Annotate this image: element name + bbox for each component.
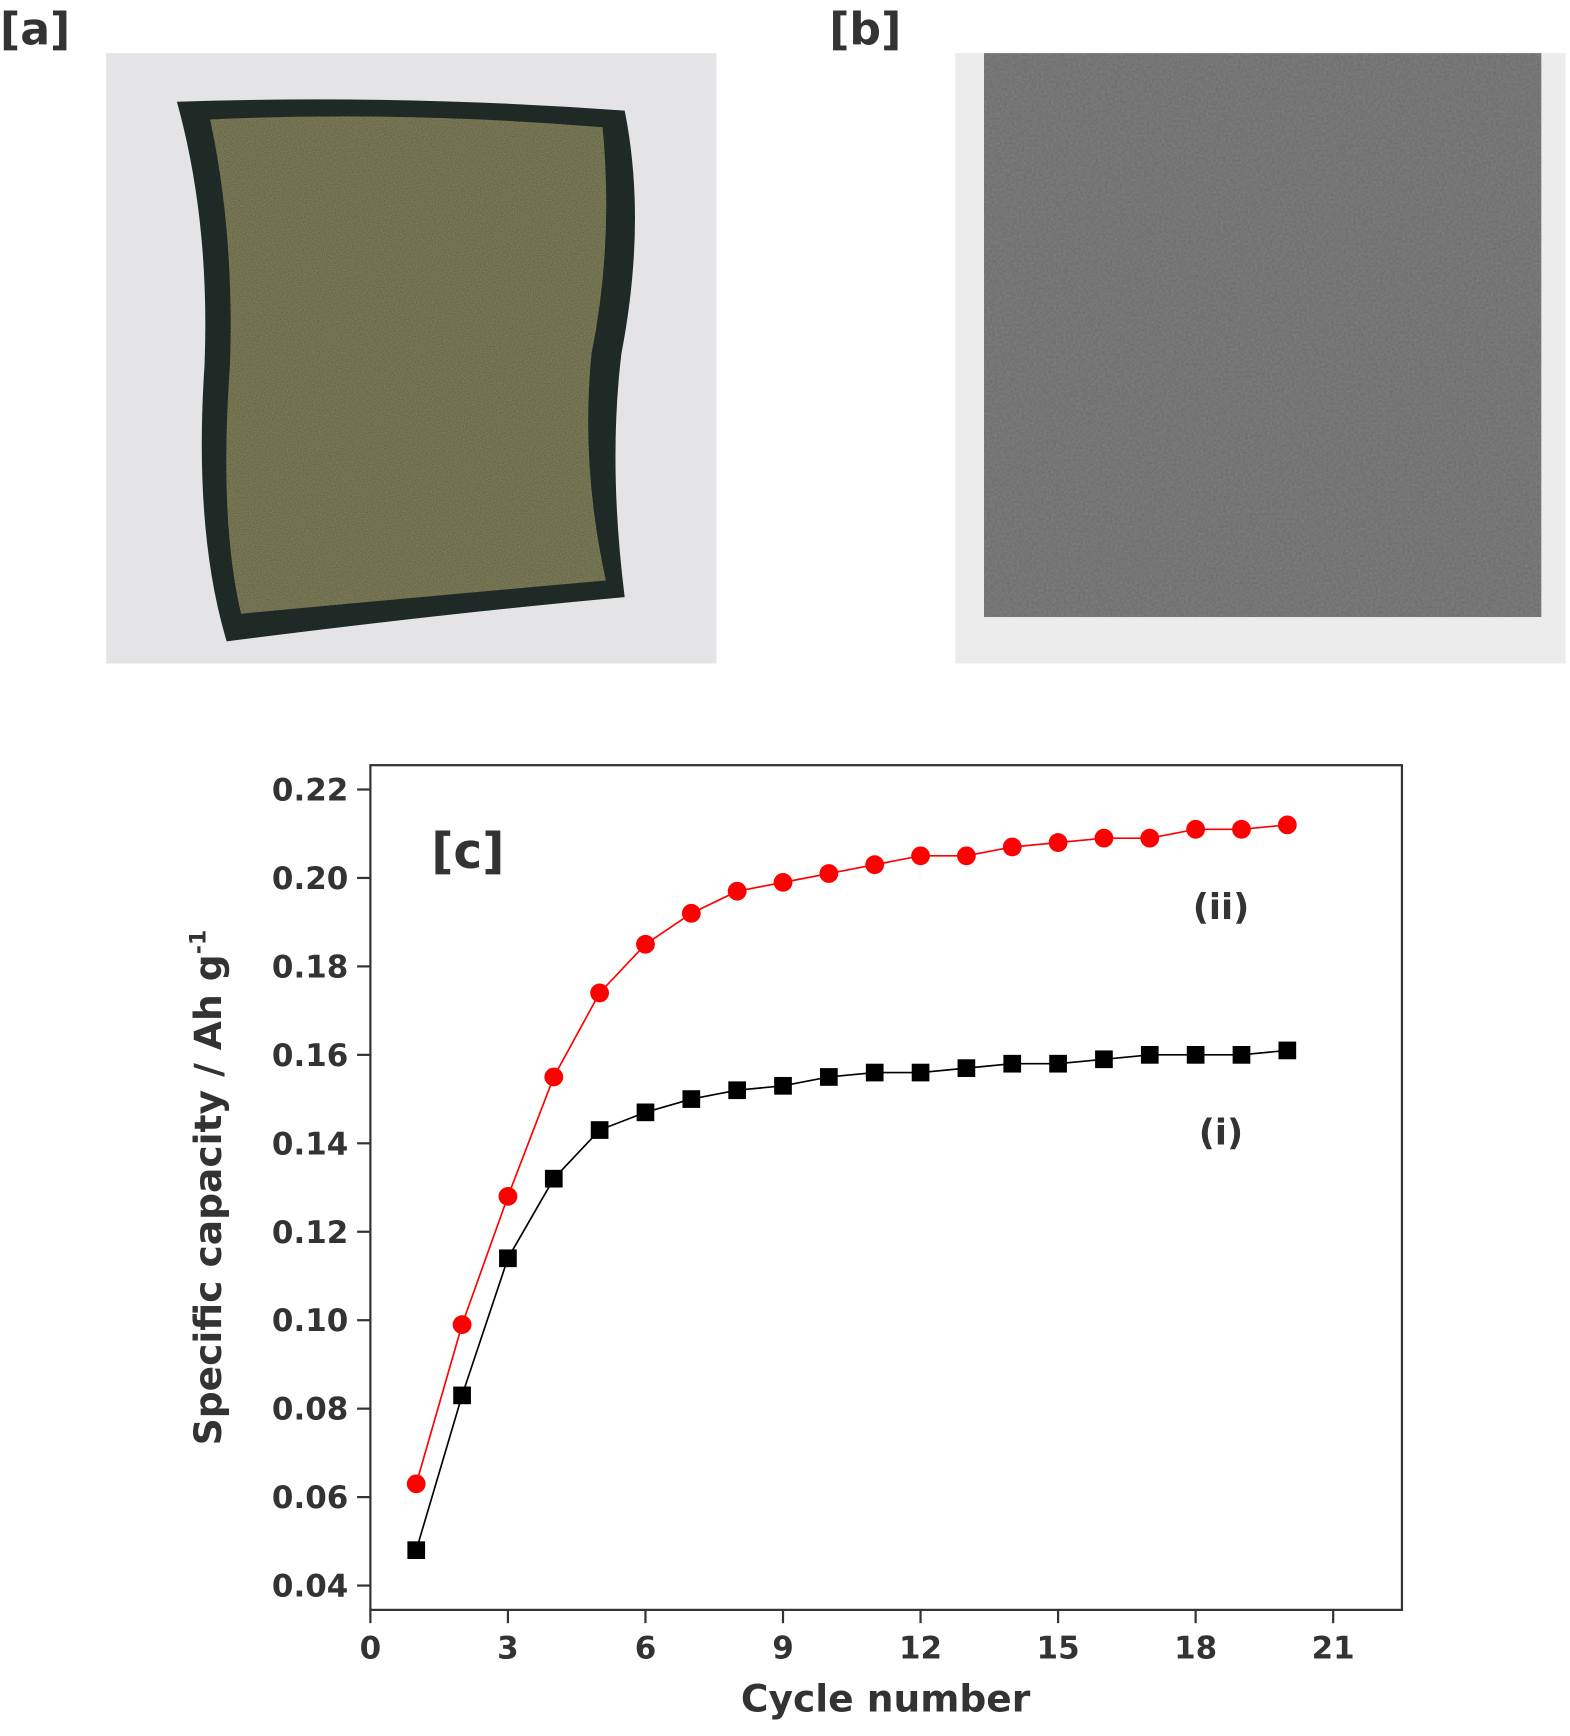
marker (499, 1249, 517, 1268)
foam-texture (984, 53, 1542, 618)
marker (911, 1063, 930, 1082)
marker (774, 1076, 792, 1095)
marker (1232, 1046, 1251, 1064)
x-axis-label: Cycle number (741, 1677, 1031, 1721)
marker (1278, 1041, 1297, 1060)
marker (1048, 833, 1068, 852)
marker (1186, 819, 1206, 839)
marker (452, 1315, 472, 1335)
y-tick-label: 0.06 (272, 1480, 348, 1516)
marker (911, 846, 930, 866)
x-tick-label: 15 (1037, 1631, 1080, 1667)
marker (1049, 1054, 1067, 1073)
marker (544, 1169, 563, 1188)
marker (682, 1090, 701, 1108)
sample-texture (210, 116, 607, 614)
marker (544, 1067, 564, 1087)
x-tick-label: 0 (360, 1631, 382, 1667)
x-tick-label: 9 (772, 1631, 794, 1667)
marker (590, 1121, 609, 1139)
marker (1186, 1046, 1205, 1064)
y-tick-label: 0.08 (272, 1392, 348, 1428)
marker (1140, 828, 1160, 848)
marker (1094, 828, 1114, 848)
marker (636, 934, 655, 954)
marker (1232, 819, 1251, 839)
marker (406, 1474, 426, 1494)
marker (865, 855, 885, 875)
y-axis-label-main: Specific capacity / Ah g (186, 954, 230, 1445)
series-line (415, 824, 1288, 1485)
y-axis-label-sup: -1 (186, 930, 212, 955)
y-tick-label: 0.18 (272, 949, 348, 985)
plot-frame (369, 764, 1404, 1611)
marker (956, 846, 976, 866)
marker (773, 872, 793, 892)
marker (820, 1068, 838, 1086)
y-tick-label: 0.16 (272, 1038, 348, 1074)
y-axis-label: Specific capacity / Ah g-1 (186, 930, 230, 1446)
y-tick-label: 0.22 (272, 773, 348, 809)
marker (453, 1386, 471, 1405)
series-label: (ii) (1193, 887, 1250, 928)
x-tick-label: 12 (899, 1631, 942, 1667)
marker (1095, 1050, 1113, 1069)
panel-label: [b] (829, 4, 901, 55)
marker (636, 1103, 655, 1122)
marker (681, 903, 701, 923)
marker (407, 1541, 426, 1560)
series-line (415, 1049, 1288, 1551)
x-tick-label: 6 (635, 1631, 657, 1667)
panel-label: [c] (431, 824, 504, 880)
y-tick-label: 0.12 (272, 1215, 348, 1251)
marker (590, 983, 610, 1003)
series-label: (i) (1199, 1112, 1243, 1153)
marker (728, 1081, 747, 1100)
marker (819, 864, 839, 883)
y-tick-label: 0.20 (272, 861, 348, 897)
marker (957, 1059, 976, 1077)
marker (498, 1186, 518, 1206)
marker (1140, 1046, 1159, 1064)
y-tick-label: 0.10 (272, 1303, 348, 1339)
x-tick-label: 21 (1312, 1631, 1355, 1667)
marker (727, 881, 747, 901)
x-tick-label: 18 (1174, 1631, 1217, 1667)
marker (1003, 1054, 1022, 1073)
marker (865, 1063, 884, 1082)
y-tick-label: 0.14 (272, 1126, 348, 1162)
marker (1002, 837, 1022, 857)
y-tick-label: 0.04 (272, 1569, 348, 1605)
x-tick-label: 3 (497, 1631, 519, 1667)
marker (1277, 815, 1297, 835)
panel-label: [a] (0, 4, 70, 55)
